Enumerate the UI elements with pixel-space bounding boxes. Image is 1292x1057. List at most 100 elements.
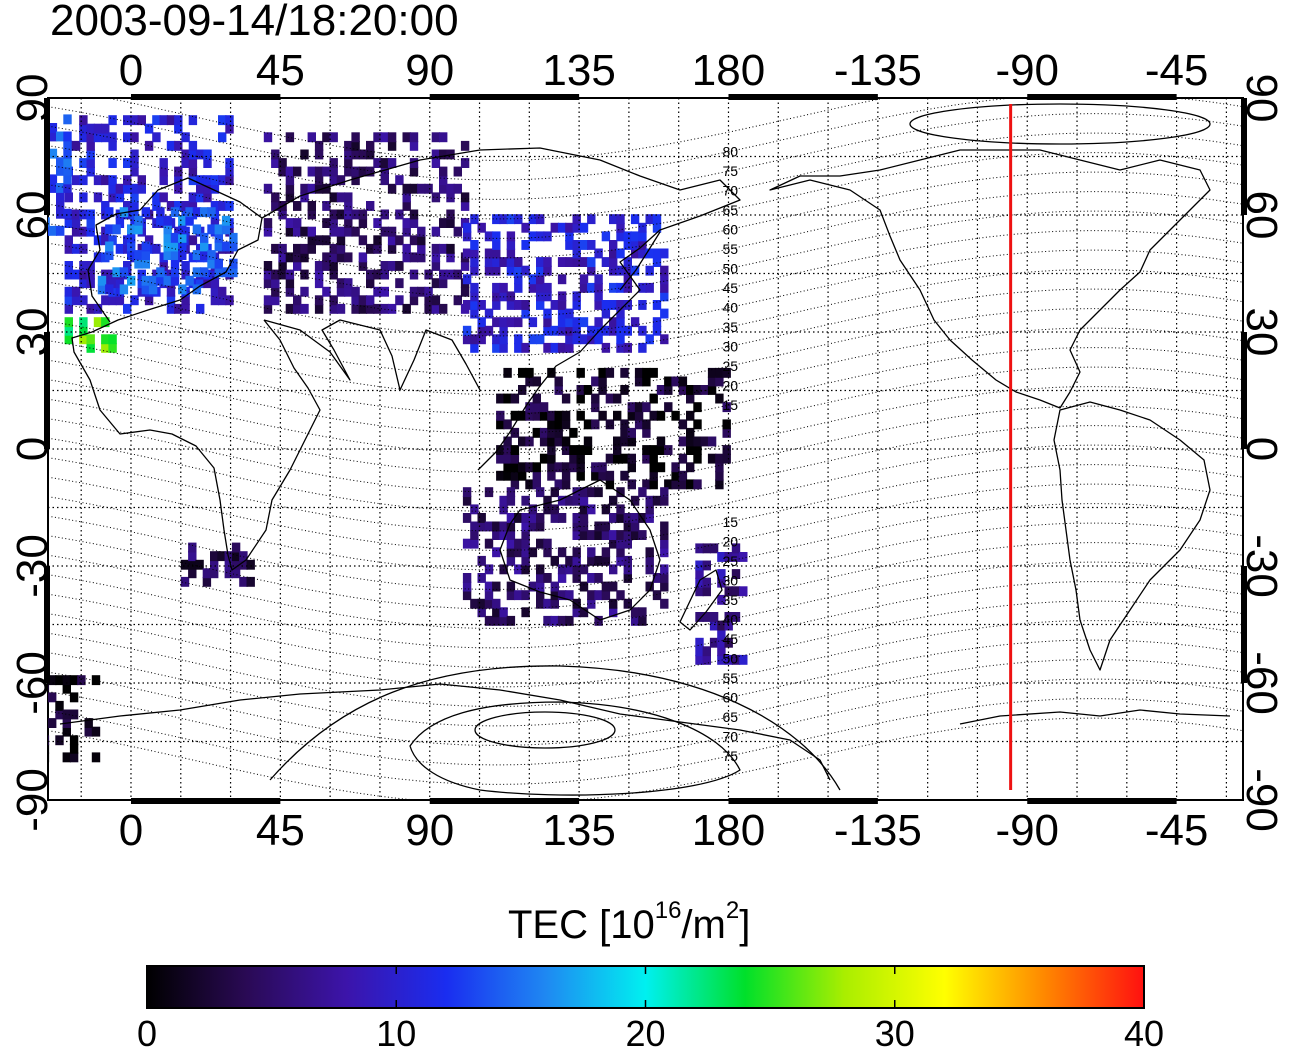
tec-cell xyxy=(638,231,647,242)
tec-cell xyxy=(492,598,501,609)
tec-cell xyxy=(351,303,360,314)
tec-cell xyxy=(134,250,143,260)
tec-cell xyxy=(174,303,183,314)
tec-cell xyxy=(453,183,462,194)
tec-cell xyxy=(686,427,695,438)
tec-cell xyxy=(402,201,411,211)
tec-cell xyxy=(329,218,338,228)
tec-cell xyxy=(170,267,180,278)
tec-cell xyxy=(477,513,486,523)
tec-cell xyxy=(424,183,433,194)
tec-cell xyxy=(652,495,662,506)
tec-cell xyxy=(638,248,647,259)
tec-cell xyxy=(594,487,603,498)
tec-cell xyxy=(518,410,527,421)
latitude-tick-label: -30 xyxy=(8,534,57,598)
tec-cell xyxy=(137,183,146,194)
tec-cell xyxy=(506,521,516,532)
tec-cell xyxy=(620,453,629,464)
tec-cell xyxy=(506,495,516,506)
tec-cell xyxy=(214,258,223,269)
tec-cell xyxy=(285,132,295,143)
tec-cell xyxy=(484,487,494,498)
tec-cell xyxy=(660,495,669,506)
longitude-tick-label: -135 xyxy=(834,806,922,855)
tec-cell xyxy=(285,286,295,297)
magnetic-contour xyxy=(48,542,1243,629)
tec-cell xyxy=(565,590,574,601)
tec-cell xyxy=(358,166,368,177)
tec-cell xyxy=(484,538,494,549)
tec-cell xyxy=(609,513,618,523)
tec-cell xyxy=(620,367,629,378)
tec-cell xyxy=(477,222,486,233)
tec-cell xyxy=(664,376,673,387)
tec-cell xyxy=(638,342,647,353)
tec-cell xyxy=(108,140,117,151)
tec-cell xyxy=(499,607,508,618)
longitude-tick-label: 180 xyxy=(692,46,765,95)
tec-cell xyxy=(470,308,479,319)
tec-cell xyxy=(417,243,426,254)
tec-cell xyxy=(510,393,520,404)
latitude-tick-label: 30 xyxy=(1237,308,1286,357)
tec-cell xyxy=(431,192,441,203)
tec-cell xyxy=(550,590,559,601)
tec-cell xyxy=(645,581,654,592)
tec-cell xyxy=(686,393,695,404)
tec-cell xyxy=(536,590,545,601)
tec-cell xyxy=(439,132,448,143)
tec-cell xyxy=(123,115,132,126)
tec-cell xyxy=(64,218,73,228)
tec-cell xyxy=(64,303,73,314)
tec-cell xyxy=(484,581,494,592)
tec-cell xyxy=(63,131,72,142)
tec-cell xyxy=(112,267,121,278)
tec-cell xyxy=(380,158,389,168)
tec-cell xyxy=(358,209,368,220)
tec-cell xyxy=(196,192,205,203)
tec-cell xyxy=(484,325,494,336)
colorbar-tick-label: 20 xyxy=(625,1013,666,1054)
tec-cell xyxy=(579,607,589,618)
tec-cell xyxy=(344,286,353,297)
tec-cell xyxy=(616,487,625,498)
tec-cell xyxy=(387,243,397,254)
graticule xyxy=(48,98,1243,800)
tec-cell xyxy=(123,132,132,143)
coastline-asia xyxy=(261,147,741,471)
tec-cell xyxy=(598,410,607,421)
tec-cell xyxy=(638,615,647,626)
contour-label: 45 xyxy=(722,631,738,647)
tec-cell xyxy=(514,257,523,267)
tec-cell xyxy=(163,224,172,235)
longitude-tick-label: -90 xyxy=(995,806,1059,855)
tec-cell xyxy=(101,317,110,328)
tec-cell xyxy=(278,158,287,168)
magnetic-contour xyxy=(48,98,1243,181)
tec-cell xyxy=(409,158,419,168)
tec-cell xyxy=(554,410,563,421)
tec-cell xyxy=(572,214,581,225)
tec-cell xyxy=(554,385,563,395)
tec-cell xyxy=(532,376,541,387)
tec-cell xyxy=(623,555,632,566)
tec-cell xyxy=(671,410,680,421)
tec-cell xyxy=(521,308,530,319)
tec-cell xyxy=(79,269,88,280)
tec-cell xyxy=(700,436,709,447)
tec-cell xyxy=(601,581,611,592)
tec-cell xyxy=(627,462,636,473)
tec-cell xyxy=(572,317,581,328)
tec-cell xyxy=(344,140,353,151)
tec-cell xyxy=(351,166,360,177)
tec-cell xyxy=(693,445,702,455)
tec-cell xyxy=(285,175,295,186)
tec-cell xyxy=(188,149,198,160)
tec-cell xyxy=(579,257,589,267)
tec-cell xyxy=(322,286,331,297)
tec-cell xyxy=(329,192,338,203)
tec-cell xyxy=(645,282,654,293)
tec-cell xyxy=(543,231,552,242)
tec-cell xyxy=(638,487,647,498)
